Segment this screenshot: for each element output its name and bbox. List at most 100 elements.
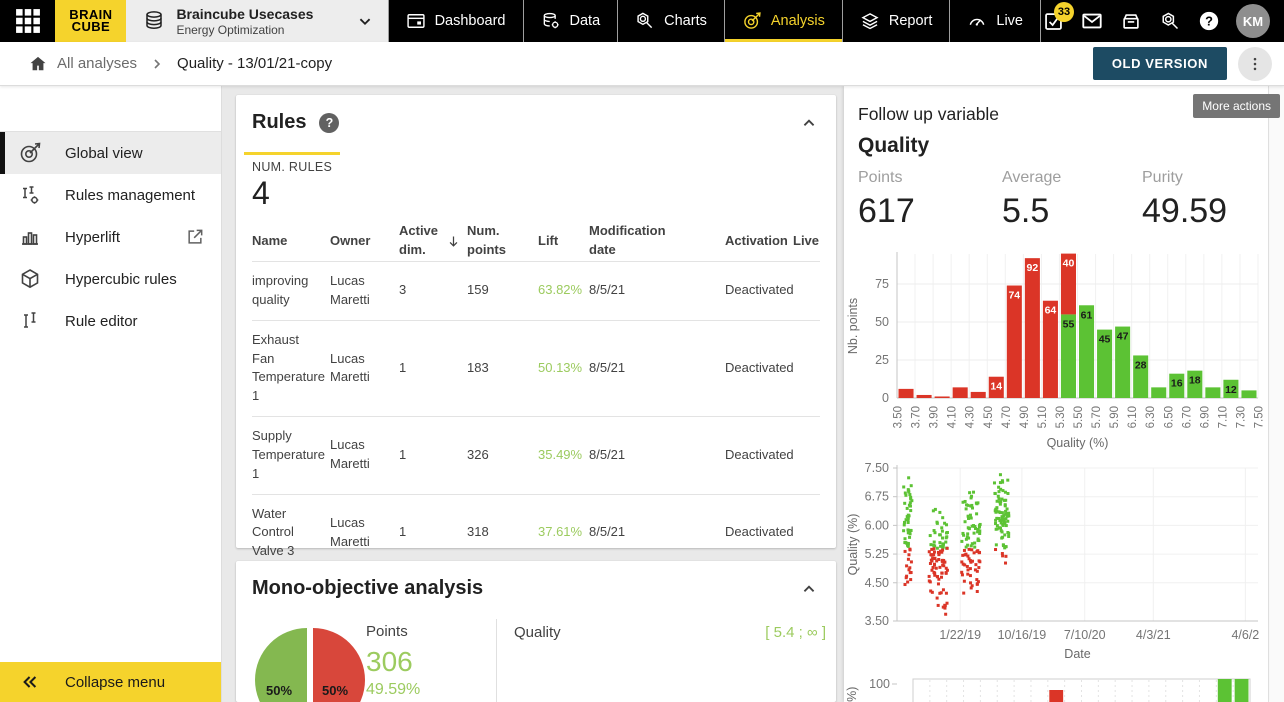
column-header-active-dim[interactable]: Active dim. — [399, 221, 467, 261]
column-header-activation[interactable]: Activation — [725, 232, 788, 248]
nav-analysis[interactable]: Analysis — [723, 0, 842, 42]
svg-text:47: 47 — [1117, 331, 1129, 343]
follow-up-stats: Points 617 Average 5.5 Purity 49.59 — [858, 169, 1268, 228]
sidebar-item-global-view[interactable]: Global view — [0, 132, 221, 174]
svg-text:Date: Date — [1064, 647, 1090, 661]
inbox-button[interactable] — [1119, 9, 1143, 33]
home-icon[interactable] — [28, 54, 48, 74]
svg-text:5.70: 5.70 — [1091, 406, 1103, 428]
svg-text:7/10/20: 7/10/20 — [1064, 628, 1106, 642]
nav-label: Report — [888, 13, 933, 29]
rules-table-body: improving quality Lucas Maretti 3 159 63… — [252, 261, 820, 571]
cell-active-dim: 1 — [399, 359, 407, 375]
more-actions-button[interactable] — [1238, 46, 1272, 81]
charts-icon — [635, 11, 655, 31]
svg-text:55: 55 — [1063, 318, 1075, 330]
braincube-logo[interactable]: BRAIN CUBE — [55, 0, 127, 42]
top-navbar: BRAIN CUBE Braincube Usecases Energy Opt… — [0, 0, 1284, 42]
mono-card-header: Mono-objective analysis — [252, 561, 820, 600]
svg-text:6.75: 6.75 — [865, 490, 889, 504]
product-subtitle: Energy Optimization — [176, 22, 285, 37]
column-header-num-points[interactable]: Num. points — [467, 223, 506, 257]
nav-charts[interactable]: Charts — [617, 0, 724, 42]
pie-left-percent: 50% — [266, 683, 293, 698]
nav-label: Live — [996, 13, 1023, 29]
column-header-modification-date[interactable]: Modification date — [589, 223, 666, 257]
sidebar: Global view Rules management Hyperlift H… — [0, 86, 222, 702]
nav-data[interactable]: Data — [522, 0, 618, 42]
sidebar-item-hyperlift[interactable]: Hyperlift — [0, 216, 221, 258]
breadcrumb-root[interactable]: All analyses — [57, 55, 138, 72]
svg-text:4/6/2: 4/6/2 — [1231, 628, 1259, 642]
table-row[interactable]: improving quality Lucas Maretti 3 159 63… — [252, 261, 820, 320]
cell-owner: Lucas Maretti — [330, 350, 370, 385]
scrollbar-track[interactable] — [1268, 86, 1284, 702]
scatter-chart: 3.50 4.50 5.25 6.00 6.75 7.50 1/22/19 10/16/19 7… — [846, 461, 1259, 661]
sidebar-item-hypercubic-rules[interactable]: Hypercubic rules — [0, 258, 221, 300]
sort-desc-icon — [446, 234, 461, 249]
num-rules-label: NUM. RULES — [252, 160, 333, 174]
histogram-chart: 3.50 3.70 3.90 4.10 4.30 4.50 4.70 4.90 5.10 5.30… — [846, 252, 1266, 450]
cell-lift: 63.82% — [538, 282, 583, 298]
svg-text:74: 74 — [1008, 290, 1020, 302]
collapse-menu-label: Collapse menu — [65, 673, 166, 691]
svg-text:7.30: 7.30 — [1235, 406, 1247, 428]
collapse-card-button[interactable] — [798, 112, 820, 134]
cell-name: Supply Temperature 1 — [252, 428, 325, 481]
help-circle-icon[interactable]: ? — [319, 112, 340, 133]
svg-text:3.50: 3.50 — [865, 614, 889, 628]
column-header-live[interactable]: Live — [793, 232, 820, 248]
active-tab-indicator — [244, 152, 340, 155]
double-chevron-left-icon — [18, 672, 42, 692]
help-button[interactable]: ? — [1197, 9, 1221, 33]
num-rules-value: 4 — [252, 175, 270, 211]
points-label: Points — [366, 623, 408, 640]
cell-lift: 35.49% — [538, 446, 583, 462]
table-row[interactable]: Water Control Valve 3 Lucas Maretti 1 31… — [252, 493, 820, 572]
vertical-divider — [496, 619, 497, 702]
svg-text:10/16/19: 10/16/19 — [998, 628, 1047, 642]
gear-search-button[interactable] — [1158, 9, 1182, 33]
sidebar-item-rule-editor[interactable]: Rule editor — [0, 300, 221, 342]
cell-lift: 37.61% — [538, 524, 583, 540]
svg-text:4.50: 4.50 — [865, 576, 889, 590]
column-header-name[interactable]: Name — [252, 232, 288, 248]
app-grid-button[interactable] — [0, 0, 55, 42]
rule-editor-icon — [18, 309, 42, 333]
points-pie-chart — [255, 628, 365, 702]
svg-text:75: 75 — [875, 277, 889, 291]
nav-report[interactable]: Report — [841, 0, 950, 42]
collapse-card-button[interactable] — [798, 578, 820, 600]
svg-text:7.50: 7.50 — [1254, 406, 1266, 428]
product-switcher[interactable]: Braincube Usecases Energy Optimization — [126, 0, 388, 42]
svg-text:14: 14 — [990, 381, 1002, 393]
cell-active-dim: 3 — [399, 282, 407, 298]
column-header-owner[interactable]: Owner — [330, 232, 371, 248]
sidebar-divider — [0, 131, 221, 132]
sidebar-item-rules-management[interactable]: Rules management — [0, 174, 221, 216]
svg-text:61: 61 — [1081, 309, 1093, 321]
svg-text:4.50: 4.50 — [983, 406, 995, 428]
follow-up-panel: Follow up variable Quality Points 617 Av… — [844, 86, 1268, 702]
svg-text:28: 28 — [1135, 359, 1147, 371]
table-row[interactable]: Supply Temperature 1 Lucas Maretti 1 326… — [252, 416, 820, 494]
user-avatar[interactable]: KM — [1236, 4, 1270, 38]
app-grid-icon — [15, 8, 41, 34]
tasks-button[interactable]: 33 — [1041, 2, 1074, 33]
notifications-badge: 33 — [1054, 2, 1074, 22]
nav-live[interactable]: Live — [949, 0, 1041, 42]
collapse-menu-button[interactable]: Collapse menu — [0, 662, 221, 702]
svg-text:12: 12 — [1225, 384, 1237, 396]
rules-card-header: Rules ? — [252, 95, 820, 134]
report-icon — [860, 11, 880, 31]
nav-label: Analysis — [770, 13, 825, 29]
table-row[interactable]: Exhaust Fan Temperature 1 Lucas Maretti … — [252, 319, 820, 416]
mail-button[interactable] — [1080, 9, 1104, 33]
column-header-lift[interactable]: Lift — [538, 232, 559, 248]
follow-up-title: Follow up variable — [858, 104, 1000, 124]
old-version-button[interactable]: OLD VERSION — [1092, 47, 1227, 80]
svg-text:4.10: 4.10 — [947, 406, 959, 428]
nav-dashboard[interactable]: Dashboard — [387, 0, 523, 42]
chevron-right-icon — [149, 56, 165, 72]
top-right-icons: 33 ? KM — [1041, 0, 1284, 42]
